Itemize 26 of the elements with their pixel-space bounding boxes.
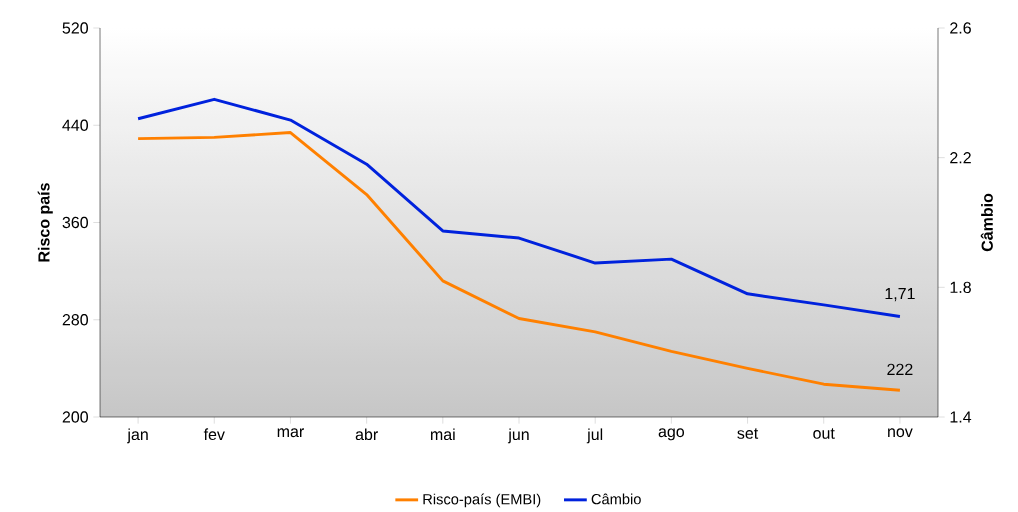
y2-tick-label: 1.4 <box>950 411 972 423</box>
y-tick-label: 440 <box>62 119 88 131</box>
x-tick-label: abr <box>355 428 378 441</box>
y2-tick-label: 2.2 <box>950 152 971 164</box>
x-tick-label: jul <box>586 428 603 444</box>
x-tick-label: out <box>813 428 835 439</box>
x-tick-label: jan <box>127 428 148 444</box>
y2-tick-label: 1.8 <box>950 281 971 293</box>
x-tick-label: nov <box>888 428 913 438</box>
y-tick-label: 520 <box>62 22 88 34</box>
x-tick-label: mai <box>431 428 455 441</box>
y-tick-label: 200 <box>62 411 88 423</box>
legend-label: Câmbio <box>591 493 641 505</box>
y-axis-title: Risco país <box>37 183 53 262</box>
x-tick-label: set <box>737 428 759 439</box>
y-tick-label: 280 <box>62 314 88 326</box>
x-tick-label: jun <box>507 428 529 444</box>
x-tick-label: ago <box>658 428 685 441</box>
y2-tick-label: 2.6 <box>950 22 971 34</box>
y-tick-label: 360 <box>62 216 88 229</box>
legend-label: Risco-país (EMBI) <box>423 493 541 508</box>
data-label: 222 <box>887 363 913 375</box>
y2-axis-title: Câmbio <box>980 193 993 252</box>
x-tick-label: fev <box>203 428 225 441</box>
x-tick-label: mar <box>277 428 304 438</box>
data-label: 1,71 <box>885 288 915 302</box>
